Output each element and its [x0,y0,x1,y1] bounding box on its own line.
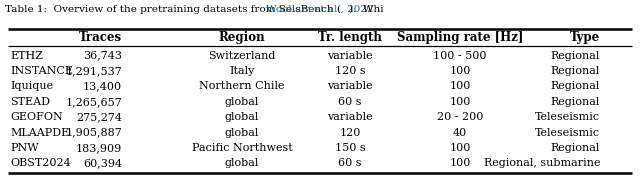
Text: Region: Region [219,30,266,44]
Text: 120: 120 [339,128,361,138]
Text: Teleseismic: Teleseismic [535,112,600,122]
Text: 60,394: 60,394 [83,158,122,168]
Text: Regional: Regional [550,81,600,91]
Text: MLAAPDE: MLAAPDE [10,128,69,138]
Text: Regional: Regional [550,51,600,61]
Text: global: global [225,112,259,122]
Text: 150 s: 150 s [335,143,365,153]
Text: 1,265,657: 1,265,657 [65,97,122,107]
Text: 100: 100 [449,158,470,168]
Text: 100 - 500: 100 - 500 [433,51,487,61]
Text: ).  Whi: ). Whi [349,4,384,13]
Text: global: global [225,97,259,107]
Text: Table 1:  Overview of the pretraining datasets from SeisBench (: Table 1: Overview of the pretraining dat… [5,4,341,14]
Text: variable: variable [327,112,373,122]
Text: global: global [225,158,259,168]
Text: Regional: Regional [550,66,600,76]
Text: OBST2024: OBST2024 [10,158,71,168]
Text: 40: 40 [453,128,467,138]
Text: Traces: Traces [79,30,122,44]
Text: 13,400: 13,400 [83,81,122,91]
Text: Tr. length: Tr. length [318,30,382,44]
Text: Pacific Northwest: Pacific Northwest [191,143,292,153]
Text: Woollam et al., 2022: Woollam et al., 2022 [266,4,374,13]
Text: STEAD: STEAD [10,97,50,107]
Text: Regional, submarine: Regional, submarine [483,158,600,168]
Text: variable: variable [327,51,373,61]
Text: 36,743: 36,743 [83,51,122,61]
Text: global: global [225,128,259,138]
Text: PNW: PNW [10,143,38,153]
Text: 120 s: 120 s [335,66,365,76]
Text: 1,291,537: 1,291,537 [65,66,122,76]
Text: 60 s: 60 s [339,97,362,107]
Text: Iquique: Iquique [10,81,53,91]
Text: 100: 100 [449,97,470,107]
Text: 100: 100 [449,143,470,153]
Text: 100: 100 [449,81,470,91]
Text: Switzerland: Switzerland [208,51,276,61]
Text: 100: 100 [449,66,470,76]
Text: 60 s: 60 s [339,158,362,168]
Text: Sampling rate [Hz]: Sampling rate [Hz] [397,30,523,44]
Text: Teleseismic: Teleseismic [535,128,600,138]
Text: GEOFON: GEOFON [10,112,63,122]
Text: Northern Chile: Northern Chile [199,81,285,91]
Text: Type: Type [570,30,600,44]
Text: ETHZ: ETHZ [10,51,43,61]
Text: Italy: Italy [229,66,255,76]
Text: 183,909: 183,909 [76,143,122,153]
Text: variable: variable [327,81,373,91]
Text: Regional: Regional [550,143,600,153]
Text: 20 - 200: 20 - 200 [437,112,483,122]
Text: 1,905,887: 1,905,887 [65,128,122,138]
Text: 275,274: 275,274 [76,112,122,122]
Text: INSTANCE: INSTANCE [10,66,73,76]
Text: Regional: Regional [550,97,600,107]
